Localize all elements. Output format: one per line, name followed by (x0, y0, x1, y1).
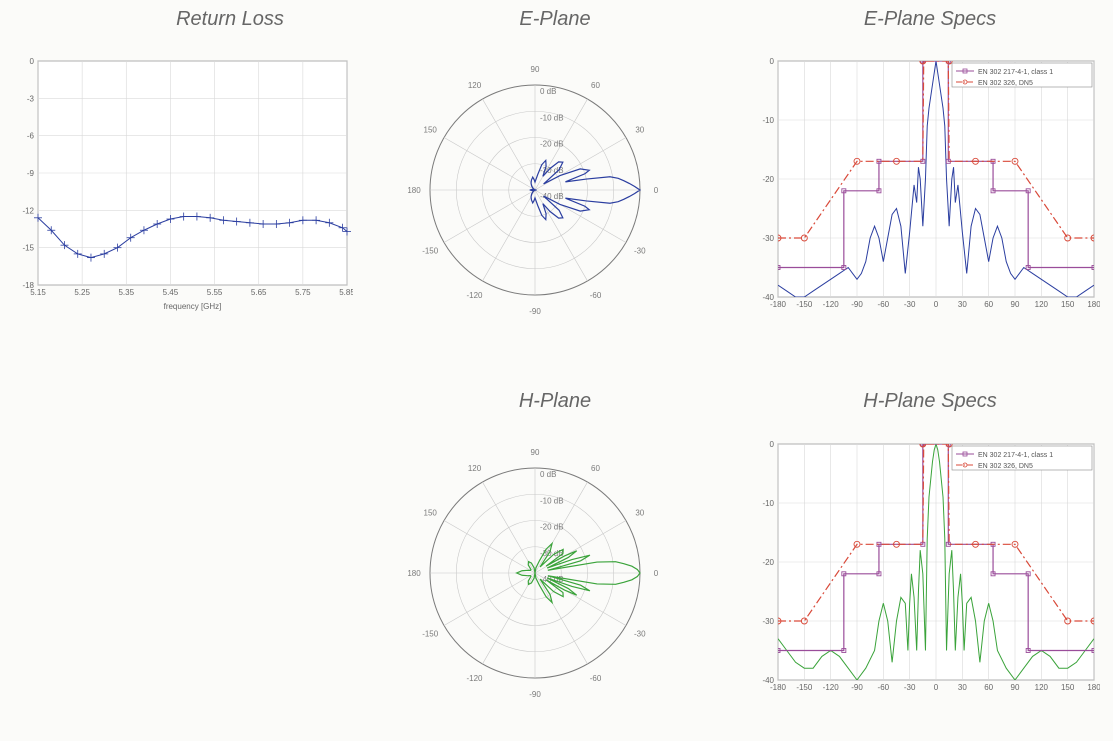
title-h-plane-specs: H-Plane Specs (820, 390, 1040, 413)
antenna-plots-page: Return Loss E-Plane E-Plane Specs H-Plan… (0, 0, 1113, 741)
svg-text:EN 302 326, DN5: EN 302 326, DN5 (978, 463, 1033, 470)
svg-text:60: 60 (984, 300, 993, 309)
svg-text:30: 30 (958, 300, 967, 309)
svg-text:EN 302 326, DN5: EN 302 326, DN5 (978, 80, 1033, 87)
svg-text:0: 0 (934, 300, 939, 309)
svg-text:-18: -18 (22, 281, 34, 290)
svg-text:150: 150 (1061, 683, 1075, 692)
svg-text:180: 180 (1087, 300, 1100, 309)
svg-text:-10 dB: -10 dB (540, 113, 564, 122)
svg-text:-15: -15 (22, 244, 34, 253)
svg-text:5.45: 5.45 (163, 288, 179, 297)
svg-text:30: 30 (635, 509, 644, 518)
svg-text:-90: -90 (851, 683, 863, 692)
svg-text:150: 150 (424, 126, 438, 135)
svg-text:-10 dB: -10 dB (540, 496, 564, 505)
svg-text:90: 90 (1011, 683, 1020, 692)
e-plane-polar-chart: 0 dB-10 dB-20 dB-30 dB-40 dB030609012015… (385, 55, 685, 325)
svg-text:-30: -30 (762, 617, 774, 626)
h-plane-specs-chart: -180-150-120-90-60-3003060901201501800-1… (750, 438, 1100, 698)
svg-text:150: 150 (1061, 300, 1075, 309)
svg-text:180: 180 (1087, 683, 1100, 692)
svg-text:-20: -20 (762, 175, 774, 184)
svg-text:-30: -30 (904, 300, 916, 309)
e-plane-specs-chart: -180-150-120-90-60-3003060901201501800-1… (750, 55, 1100, 315)
svg-text:-60: -60 (878, 300, 890, 309)
svg-text:60: 60 (591, 464, 600, 473)
svg-text:-10: -10 (762, 499, 774, 508)
svg-text:30: 30 (958, 683, 967, 692)
svg-text:-90: -90 (529, 690, 541, 699)
title-h-plane: H-Plane (465, 390, 645, 413)
svg-text:EN 302 217-4-1, class 1: EN 302 217-4-1, class 1 (978, 452, 1053, 459)
svg-text:0 dB: 0 dB (540, 470, 556, 479)
svg-text:-90: -90 (851, 300, 863, 309)
svg-text:-40: -40 (762, 676, 774, 685)
svg-text:-150: -150 (796, 300, 813, 309)
svg-text:0: 0 (770, 57, 775, 66)
svg-text:-30: -30 (634, 247, 646, 256)
svg-text:-6: -6 (27, 132, 35, 141)
svg-text:-60: -60 (590, 291, 602, 300)
svg-text:90: 90 (531, 448, 540, 457)
svg-text:60: 60 (984, 683, 993, 692)
svg-text:-9: -9 (27, 169, 35, 178)
svg-text:60: 60 (591, 81, 600, 90)
svg-text:180: 180 (407, 186, 421, 195)
svg-text:90: 90 (531, 65, 540, 74)
svg-text:0 dB: 0 dB (540, 87, 556, 96)
svg-text:5.75: 5.75 (295, 288, 311, 297)
svg-text:5.85: 5.85 (339, 288, 353, 297)
title-e-plane-specs: E-Plane Specs (820, 8, 1040, 31)
svg-text:-3: -3 (27, 94, 35, 103)
svg-text:5.25: 5.25 (74, 288, 90, 297)
title-return-loss: Return Loss (120, 8, 340, 31)
svg-text:EN 302 217-4-1, class 1: EN 302 217-4-1, class 1 (978, 69, 1053, 76)
svg-text:0: 0 (654, 186, 659, 195)
svg-text:-60: -60 (590, 674, 602, 683)
svg-text:0: 0 (934, 683, 939, 692)
svg-text:-120: -120 (823, 683, 840, 692)
svg-text:frequency [GHz]: frequency [GHz] (164, 302, 222, 311)
svg-text:-120: -120 (823, 300, 840, 309)
svg-text:-40: -40 (762, 293, 774, 302)
svg-text:-30: -30 (634, 630, 646, 639)
svg-text:-10: -10 (762, 116, 774, 125)
svg-text:-90: -90 (529, 307, 541, 316)
svg-text:-120: -120 (466, 291, 483, 300)
svg-text:180: 180 (407, 569, 421, 578)
svg-text:5.55: 5.55 (207, 288, 223, 297)
svg-text:-30: -30 (904, 683, 916, 692)
svg-text:5.65: 5.65 (251, 288, 267, 297)
svg-text:0: 0 (30, 57, 35, 66)
h-plane-polar-chart: 0 dB-10 dB-20 dB-30 dB-40 dB030609012015… (385, 438, 685, 708)
return-loss-chart: 5.155.255.355.455.555.655.755.850-3-6-9-… (8, 55, 353, 315)
svg-text:120: 120 (468, 464, 482, 473)
svg-text:120: 120 (468, 81, 482, 90)
svg-text:90: 90 (1011, 300, 1020, 309)
svg-text:120: 120 (1035, 683, 1049, 692)
svg-text:5.35: 5.35 (118, 288, 134, 297)
svg-text:-120: -120 (466, 674, 483, 683)
svg-text:120: 120 (1035, 300, 1049, 309)
svg-text:0: 0 (770, 440, 775, 449)
svg-text:0: 0 (654, 569, 659, 578)
svg-text:-60: -60 (878, 683, 890, 692)
svg-text:-30: -30 (762, 234, 774, 243)
svg-text:30: 30 (635, 126, 644, 135)
svg-text:-150: -150 (422, 247, 439, 256)
svg-text:-150: -150 (422, 630, 439, 639)
title-e-plane: E-Plane (465, 8, 645, 31)
svg-text:-12: -12 (22, 206, 34, 215)
svg-text:-150: -150 (796, 683, 813, 692)
svg-text:150: 150 (424, 509, 438, 518)
svg-text:-20: -20 (762, 558, 774, 567)
